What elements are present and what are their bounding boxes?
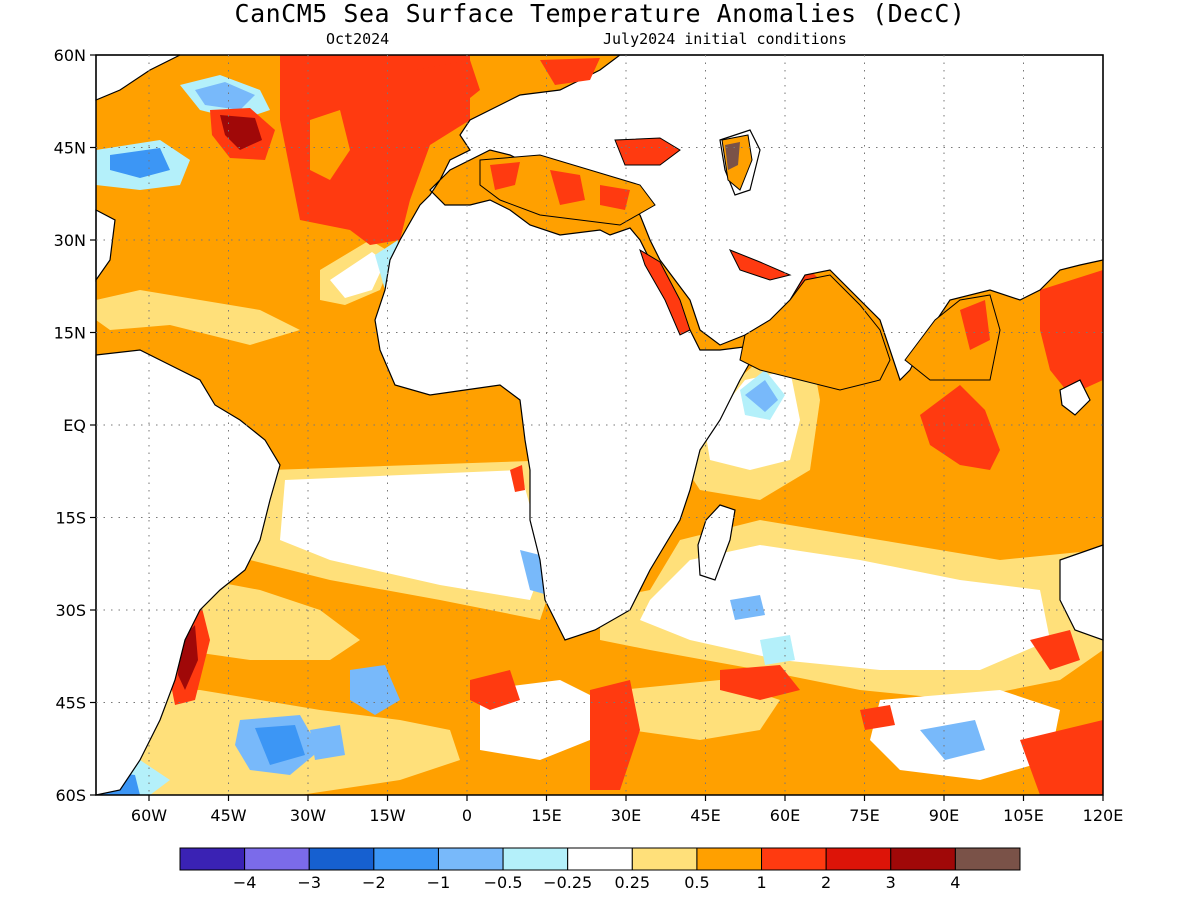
lat-label: 60N — [54, 46, 86, 65]
colorbar — [179, 847, 1021, 871]
colorbar-swatch — [631, 847, 698, 871]
colorbar-label: −0.5 — [484, 873, 523, 892]
colorbar-swatch — [244, 847, 310, 871]
lon-label: 60W — [131, 806, 167, 825]
colorbar-swatch — [437, 847, 504, 871]
southern-ocean-red-1 — [720, 665, 800, 700]
borneo — [1059, 379, 1091, 416]
lon-label: 105E — [1003, 806, 1044, 825]
colorbar-swatch — [567, 847, 633, 871]
southern-ocean-red-2 — [470, 670, 520, 710]
lat-label: 45S — [55, 694, 86, 713]
us-east-coast-cool-core — [110, 148, 170, 178]
lon-label: 90E — [929, 806, 959, 825]
indian-cool-3 — [760, 635, 795, 665]
lon-label: 120E — [1083, 806, 1124, 825]
colorbar-label: 0.5 — [684, 873, 709, 892]
colorbar-swatch — [179, 847, 246, 871]
black-sea — [614, 137, 681, 166]
colorbar-label: −2 — [362, 873, 386, 892]
colorbar-label: −3 — [297, 873, 321, 892]
lon-label: 30W — [290, 806, 326, 825]
lon-label: 0 — [462, 806, 472, 825]
canary-cool — [375, 240, 398, 290]
colorbar-label: 3 — [886, 873, 896, 892]
south-atlantic-cool-3 — [310, 725, 345, 760]
colorbar-label: −0.25 — [543, 873, 592, 892]
southern-ocean-red-4 — [1020, 720, 1103, 795]
lat-label: 30S — [55, 601, 86, 620]
lat-label: 15S — [55, 509, 86, 528]
colorbar-swatch — [761, 847, 827, 871]
colorbar-swatch — [502, 847, 569, 871]
lon-label: 45W — [210, 806, 246, 825]
lat-label: 45N — [54, 139, 86, 158]
colorbar-label: 0.25 — [614, 873, 650, 892]
colorbar-labels: −4 −3 −2 −1 −0.5 −0.25 0.25 0.5 1 2 3 4 — [233, 873, 961, 892]
map-title: CanCM5 Sea Surface Temperature Anomalies… — [234, 0, 966, 28]
initial-conditions-label: July2024 initial conditions — [603, 30, 847, 48]
colorbar-swatch — [308, 847, 375, 871]
colorbar-label: 2 — [821, 873, 831, 892]
north-sea-warm — [415, 60, 480, 110]
inland-seas — [479, 134, 792, 336]
colorbar-label: −1 — [427, 873, 451, 892]
colorbar-swatch — [890, 847, 956, 871]
lon-label: 15W — [369, 806, 405, 825]
somali-cool-core — [745, 380, 778, 412]
lat-label: 30N — [54, 231, 86, 250]
caspian-extreme — [725, 142, 740, 170]
colorbar-swatch — [373, 847, 439, 871]
lon-label: 30E — [611, 806, 641, 825]
lat-label: 60S — [55, 786, 86, 805]
mediterranean-red-central — [550, 170, 585, 205]
agulhas-red — [590, 680, 640, 790]
colorbar-swatch — [954, 847, 1021, 871]
sumatra-warm-red — [920, 385, 1000, 470]
red-sea — [639, 248, 691, 336]
europe-seas — [415, 58, 600, 110]
lon-label: 45E — [690, 806, 720, 825]
eurasia-africa-landmass — [374, 54, 1104, 641]
lat-label: 15N — [54, 324, 86, 343]
indian-cool-1 — [730, 595, 765, 620]
colorbar-label: −4 — [233, 873, 257, 892]
colorbar-swatch — [696, 847, 763, 871]
graticule — [90, 54, 1104, 801]
longitude-labels: 60W 45W 30W 15W 0 15E 30E 45E 60E 75E 90E 105E 120E — [131, 806, 1123, 825]
canary-neutral — [330, 252, 385, 298]
colorbar-swatch — [825, 847, 892, 871]
valid-month-label: Oct2024 — [326, 30, 390, 48]
arabian-sea — [739, 274, 891, 391]
lon-label: 60E — [770, 806, 800, 825]
gulf-stream-core — [220, 115, 262, 150]
australia — [1059, 544, 1104, 641]
south-indian-neutral — [640, 545, 1050, 670]
lon-label: 15E — [531, 806, 561, 825]
south-atlantic-cool-1-core — [255, 725, 305, 765]
north-atlantic-orange-inset — [310, 110, 350, 180]
lon-label: 75E — [849, 806, 879, 825]
north-indian-ocean — [739, 274, 1001, 391]
southern-ocean-red-5 — [860, 705, 895, 730]
mediterranean-red-west — [490, 162, 520, 190]
angola-red — [510, 465, 525, 492]
lat-label: EQ — [63, 416, 86, 435]
madagascar — [697, 504, 736, 581]
colorbar-label: 4 — [950, 873, 960, 892]
south-atlantic-neutral — [280, 470, 545, 600]
bay-of-bengal-red — [960, 300, 990, 350]
persian-gulf — [728, 249, 792, 281]
north-atlantic-yellow — [96, 290, 300, 345]
mediterranean-red-east — [600, 185, 630, 210]
colorbar-label: 1 — [756, 873, 766, 892]
latitude-labels: 60N 45N 30N 15N EQ 15S 30S 45S 60S — [54, 46, 86, 805]
baltic-warm — [540, 58, 600, 85]
indian-cool-2 — [920, 720, 985, 760]
labrador-cool-core — [195, 82, 255, 110]
south-america — [95, 349, 281, 796]
southern-ocean-red-3 — [1030, 630, 1080, 670]
